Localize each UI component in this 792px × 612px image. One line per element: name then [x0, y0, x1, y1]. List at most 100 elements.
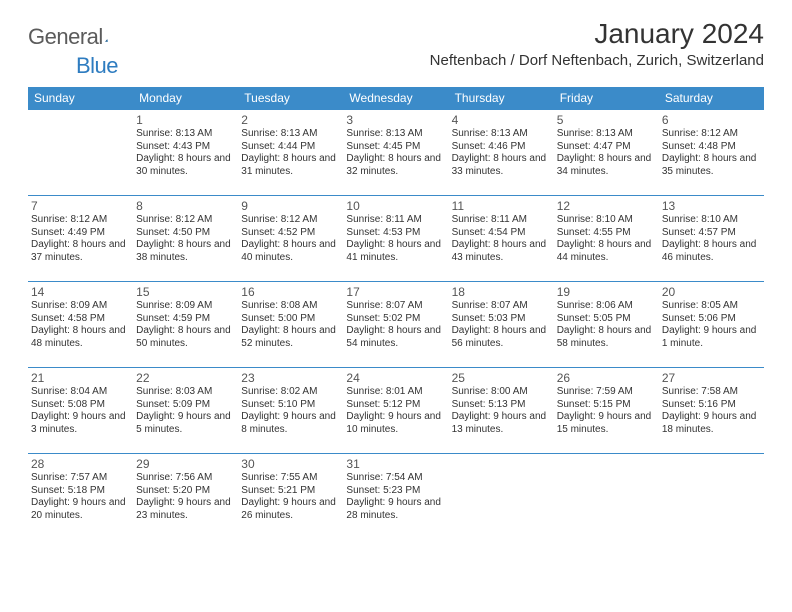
- sunset-line: Sunset: 4:43 PM: [136, 141, 235, 154]
- day-number: 22: [136, 371, 235, 385]
- sunrise-line: Sunrise: 7:54 AM: [346, 472, 445, 485]
- day-header: Friday: [554, 87, 659, 110]
- day-number: 29: [136, 457, 235, 471]
- daylight-line: Daylight: 8 hours and 32 minutes.: [346, 153, 445, 178]
- daylight-line: Daylight: 9 hours and 26 minutes.: [241, 497, 340, 522]
- calendar-row: 21Sunrise: 8:04 AMSunset: 5:08 PMDayligh…: [28, 368, 764, 454]
- sunrise-line: Sunrise: 8:10 AM: [557, 214, 656, 227]
- day-number: 18: [452, 285, 551, 299]
- sunrise-line: Sunrise: 8:11 AM: [452, 214, 551, 227]
- sunrise-line: Sunrise: 8:13 AM: [557, 128, 656, 141]
- calendar-cell: 2Sunrise: 8:13 AMSunset: 4:44 PMDaylight…: [238, 110, 343, 196]
- day-number: 4: [452, 113, 551, 127]
- daylight-line: Daylight: 8 hours and 43 minutes.: [452, 239, 551, 264]
- calendar-cell: 6Sunrise: 8:12 AMSunset: 4:48 PMDaylight…: [659, 110, 764, 196]
- calendar-cell: 20Sunrise: 8:05 AMSunset: 5:06 PMDayligh…: [659, 282, 764, 368]
- calendar-cell: [659, 454, 764, 540]
- location: Neftenbach / Dorf Neftenbach, Zurich, Sw…: [430, 52, 764, 69]
- sunset-line: Sunset: 5:06 PM: [662, 313, 761, 326]
- calendar-head: SundayMondayTuesdayWednesdayThursdayFrid…: [28, 87, 764, 110]
- day-number: 17: [346, 285, 445, 299]
- day-header: Sunday: [28, 87, 133, 110]
- day-number: 15: [136, 285, 235, 299]
- sunset-line: Sunset: 4:58 PM: [31, 313, 130, 326]
- day-number: 9: [241, 199, 340, 213]
- sunrise-line: Sunrise: 8:12 AM: [31, 214, 130, 227]
- calendar-cell: 12Sunrise: 8:10 AMSunset: 4:55 PMDayligh…: [554, 196, 659, 282]
- daylight-line: Daylight: 8 hours and 30 minutes.: [136, 153, 235, 178]
- calendar-table: SundayMondayTuesdayWednesdayThursdayFrid…: [28, 87, 764, 540]
- sunset-line: Sunset: 4:45 PM: [346, 141, 445, 154]
- sunrise-line: Sunrise: 8:02 AM: [241, 386, 340, 399]
- daylight-line: Daylight: 8 hours and 56 minutes.: [452, 325, 551, 350]
- sunrise-line: Sunrise: 8:07 AM: [346, 300, 445, 313]
- sunrise-line: Sunrise: 8:13 AM: [136, 128, 235, 141]
- calendar-body: 1Sunrise: 8:13 AMSunset: 4:43 PMDaylight…: [28, 110, 764, 540]
- sunrise-line: Sunrise: 8:13 AM: [241, 128, 340, 141]
- day-number: 27: [662, 371, 761, 385]
- sunrise-line: Sunrise: 8:12 AM: [662, 128, 761, 141]
- daylight-line: Daylight: 8 hours and 48 minutes.: [31, 325, 130, 350]
- sunset-line: Sunset: 5:18 PM: [31, 485, 130, 498]
- sunset-line: Sunset: 5:10 PM: [241, 399, 340, 412]
- sunset-line: Sunset: 4:50 PM: [136, 227, 235, 240]
- daylight-line: Daylight: 8 hours and 50 minutes.: [136, 325, 235, 350]
- sunrise-line: Sunrise: 7:57 AM: [31, 472, 130, 485]
- daylight-line: Daylight: 8 hours and 54 minutes.: [346, 325, 445, 350]
- sunset-line: Sunset: 4:57 PM: [662, 227, 761, 240]
- sunrise-line: Sunrise: 8:10 AM: [662, 214, 761, 227]
- calendar-cell: 29Sunrise: 7:56 AMSunset: 5:20 PMDayligh…: [133, 454, 238, 540]
- sunset-line: Sunset: 5:03 PM: [452, 313, 551, 326]
- calendar-cell: 15Sunrise: 8:09 AMSunset: 4:59 PMDayligh…: [133, 282, 238, 368]
- calendar-cell: 4Sunrise: 8:13 AMSunset: 4:46 PMDaylight…: [449, 110, 554, 196]
- calendar-row: 14Sunrise: 8:09 AMSunset: 4:58 PMDayligh…: [28, 282, 764, 368]
- daylight-line: Daylight: 9 hours and 3 minutes.: [31, 411, 130, 436]
- sunset-line: Sunset: 5:08 PM: [31, 399, 130, 412]
- day-number: 25: [452, 371, 551, 385]
- day-number: 2: [241, 113, 340, 127]
- day-number: 30: [241, 457, 340, 471]
- calendar-cell: 31Sunrise: 7:54 AMSunset: 5:23 PMDayligh…: [343, 454, 448, 540]
- sunrise-line: Sunrise: 7:59 AM: [557, 386, 656, 399]
- calendar-cell: 3Sunrise: 8:13 AMSunset: 4:45 PMDaylight…: [343, 110, 448, 196]
- calendar-cell: 5Sunrise: 8:13 AMSunset: 4:47 PMDaylight…: [554, 110, 659, 196]
- daylight-line: Daylight: 9 hours and 23 minutes.: [136, 497, 235, 522]
- sunset-line: Sunset: 5:16 PM: [662, 399, 761, 412]
- daylight-line: Daylight: 8 hours and 58 minutes.: [557, 325, 656, 350]
- calendar-cell: 8Sunrise: 8:12 AMSunset: 4:50 PMDaylight…: [133, 196, 238, 282]
- sunrise-line: Sunrise: 8:08 AM: [241, 300, 340, 313]
- calendar-row: 28Sunrise: 7:57 AMSunset: 5:18 PMDayligh…: [28, 454, 764, 540]
- daylight-line: Daylight: 8 hours and 52 minutes.: [241, 325, 340, 350]
- logo-text-blue: Blue: [30, 53, 118, 78]
- sunset-line: Sunset: 5:09 PM: [136, 399, 235, 412]
- day-number: 1: [136, 113, 235, 127]
- calendar-row: 7Sunrise: 8:12 AMSunset: 4:49 PMDaylight…: [28, 196, 764, 282]
- day-number: 21: [31, 371, 130, 385]
- daylight-line: Daylight: 8 hours and 35 minutes.: [662, 153, 761, 178]
- sunset-line: Sunset: 4:46 PM: [452, 141, 551, 154]
- calendar-cell: 1Sunrise: 8:13 AMSunset: 4:43 PMDaylight…: [133, 110, 238, 196]
- daylight-line: Daylight: 9 hours and 1 minute.: [662, 325, 761, 350]
- sunset-line: Sunset: 4:53 PM: [346, 227, 445, 240]
- sunrise-line: Sunrise: 8:12 AM: [241, 214, 340, 227]
- daylight-line: Daylight: 8 hours and 46 minutes.: [662, 239, 761, 264]
- daylight-line: Daylight: 9 hours and 20 minutes.: [31, 497, 130, 522]
- sunset-line: Sunset: 4:48 PM: [662, 141, 761, 154]
- daylight-line: Daylight: 8 hours and 34 minutes.: [557, 153, 656, 178]
- daylight-line: Daylight: 8 hours and 41 minutes.: [346, 239, 445, 264]
- calendar-cell: 30Sunrise: 7:55 AMSunset: 5:21 PMDayligh…: [238, 454, 343, 540]
- day-number: 5: [557, 113, 656, 127]
- calendar-cell: 25Sunrise: 8:00 AMSunset: 5:13 PMDayligh…: [449, 368, 554, 454]
- sunrise-line: Sunrise: 8:13 AM: [346, 128, 445, 141]
- sunset-line: Sunset: 4:44 PM: [241, 141, 340, 154]
- calendar-cell: 28Sunrise: 7:57 AMSunset: 5:18 PMDayligh…: [28, 454, 133, 540]
- sunrise-line: Sunrise: 7:55 AM: [241, 472, 340, 485]
- sunset-line: Sunset: 4:55 PM: [557, 227, 656, 240]
- calendar-row: 1Sunrise: 8:13 AMSunset: 4:43 PMDaylight…: [28, 110, 764, 196]
- sunrise-line: Sunrise: 8:05 AM: [662, 300, 761, 313]
- sunrise-line: Sunrise: 8:06 AM: [557, 300, 656, 313]
- calendar-cell: 7Sunrise: 8:12 AMSunset: 4:49 PMDaylight…: [28, 196, 133, 282]
- logo-sail-icon: [105, 29, 108, 45]
- sunrise-line: Sunrise: 8:09 AM: [31, 300, 130, 313]
- calendar-cell: 18Sunrise: 8:07 AMSunset: 5:03 PMDayligh…: [449, 282, 554, 368]
